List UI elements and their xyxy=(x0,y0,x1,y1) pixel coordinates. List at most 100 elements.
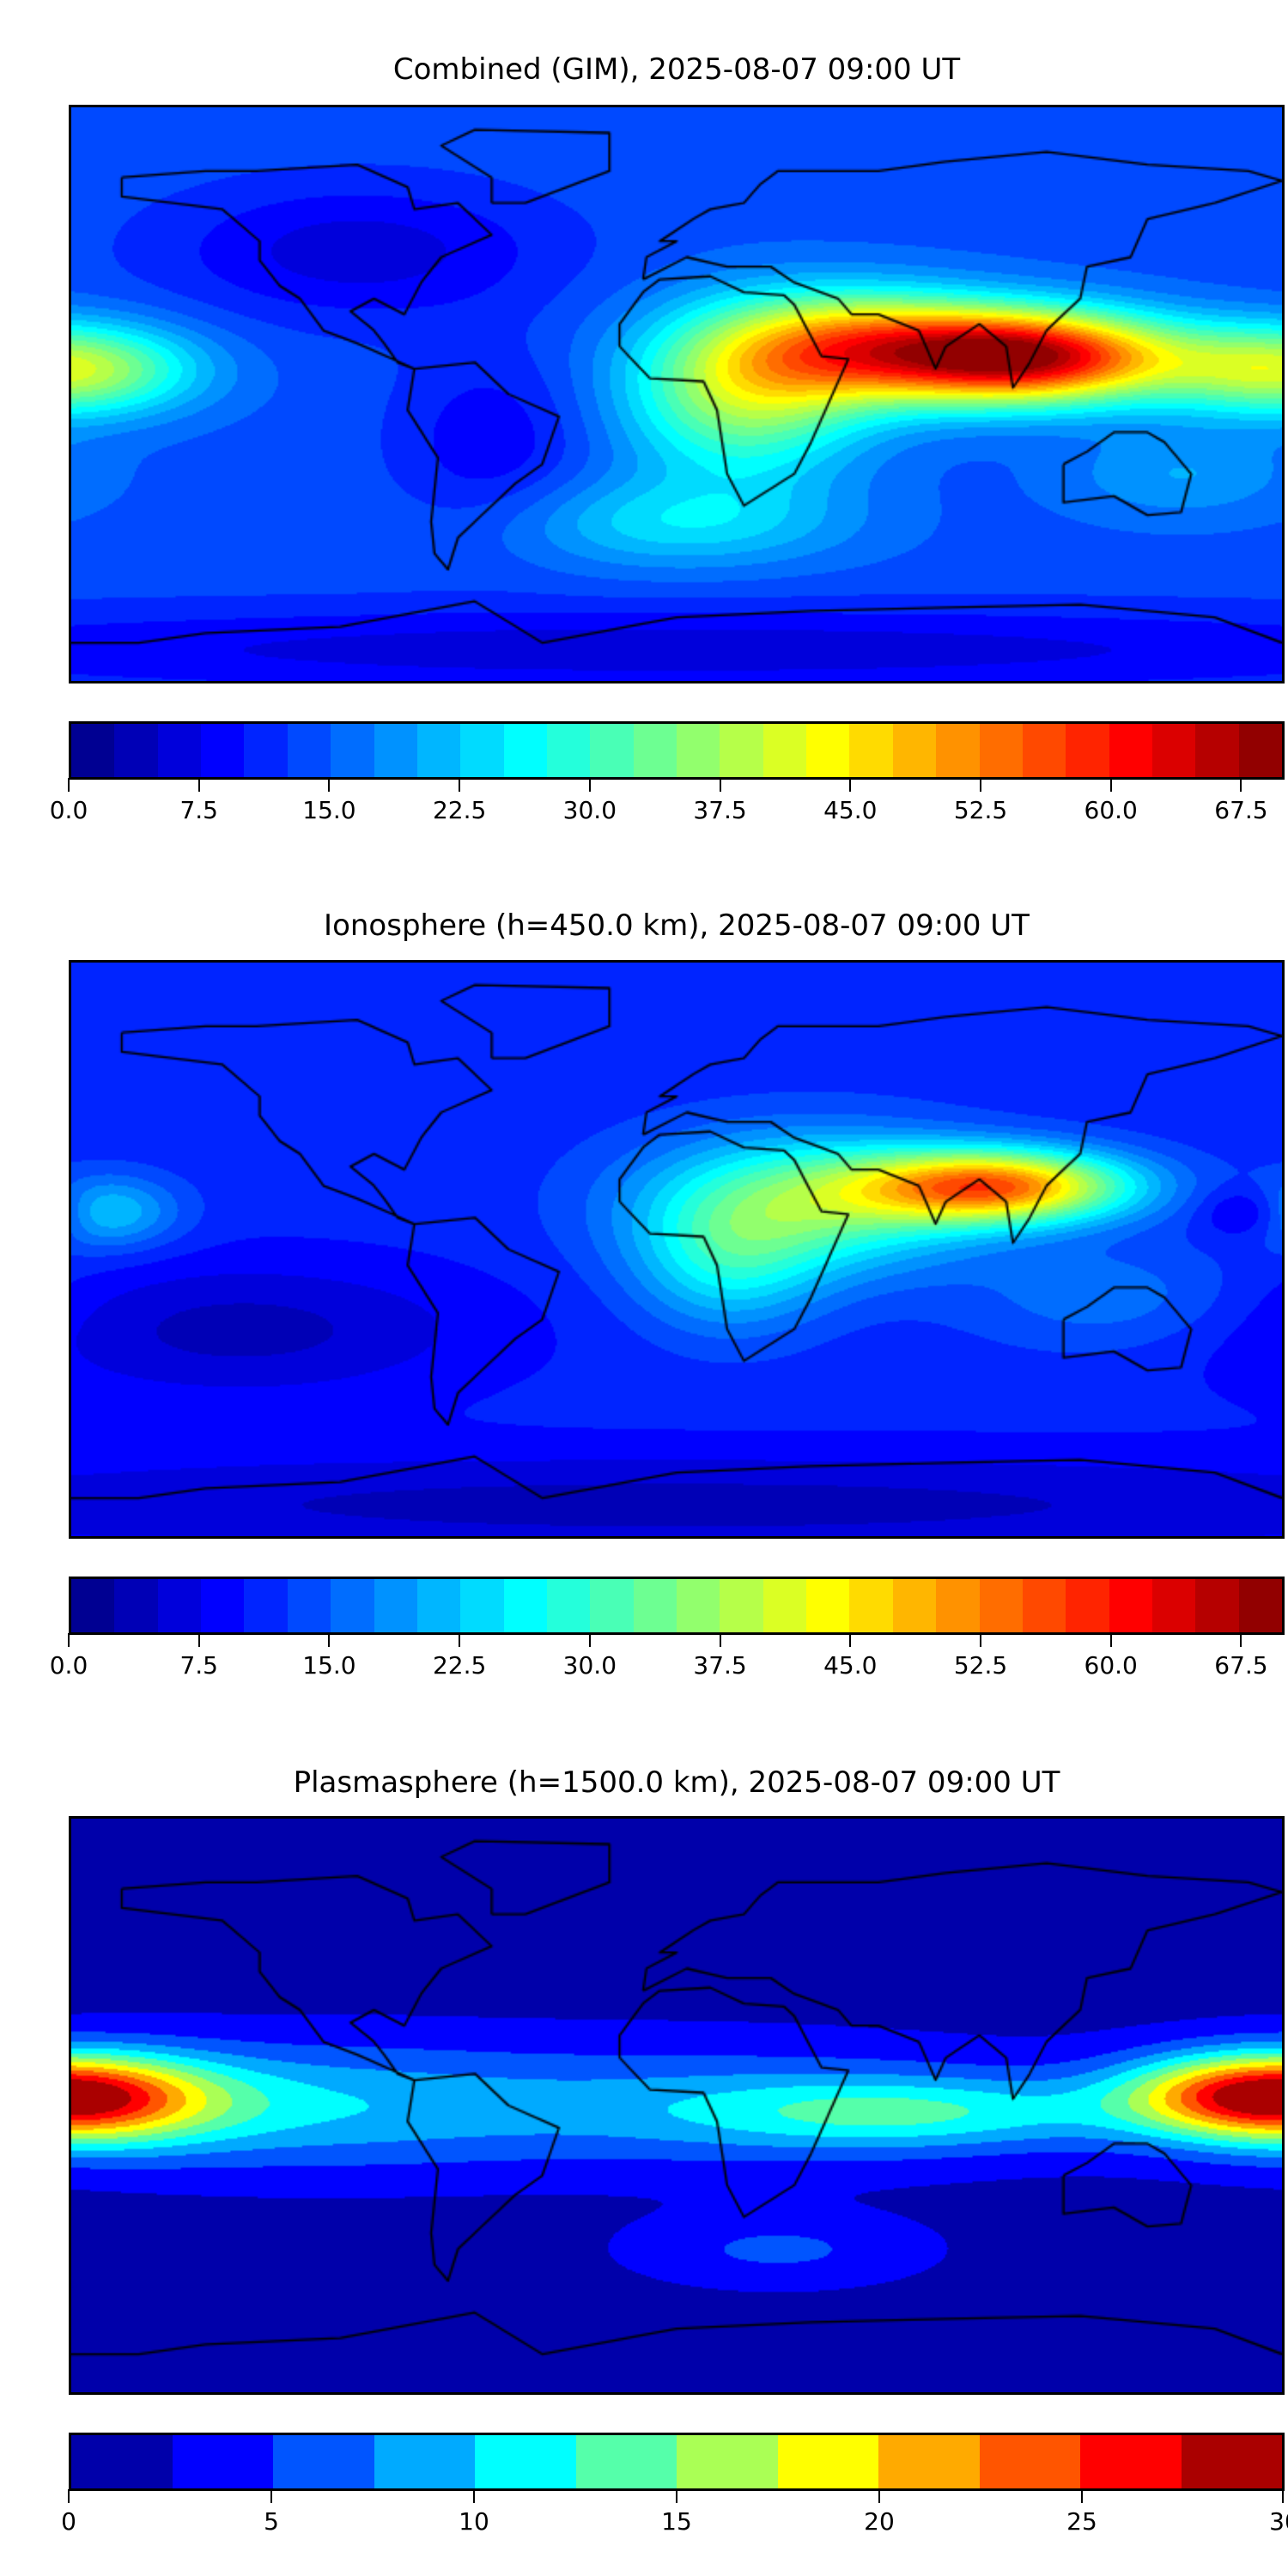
colorbar-segment xyxy=(1109,724,1152,777)
colorbar-segment xyxy=(331,1579,374,1632)
colorbar-segment xyxy=(1238,724,1283,777)
colorbar-segment xyxy=(892,724,937,777)
colorbar-tick xyxy=(68,778,70,792)
colorbar-tick xyxy=(1081,2489,1083,2503)
colorbar-tick-label: 10 xyxy=(459,2507,489,2536)
colorbar-tick xyxy=(473,2489,475,2503)
colorbar-segment xyxy=(979,1579,1023,1632)
colorbar-segment xyxy=(1066,1579,1109,1632)
colorbar-tick-label: 15.0 xyxy=(302,1651,356,1680)
colorbar-tick xyxy=(980,778,981,792)
colorbar-tick-label: 67.5 xyxy=(1214,1651,1268,1680)
colorbar-segment xyxy=(172,2435,273,2488)
colorbar-tick xyxy=(849,1633,852,1647)
colorbar-segment xyxy=(416,1579,461,1632)
colorbar-segment xyxy=(475,2435,576,2488)
colorbar-segment xyxy=(157,724,202,777)
colorbar-tick-label: 30.0 xyxy=(562,796,617,824)
colorbar-tick-label: 7.5 xyxy=(179,1651,218,1680)
colorbar-segment xyxy=(287,1579,331,1632)
colorbar-segment xyxy=(849,724,893,777)
colorbar-segment xyxy=(244,1579,288,1632)
heatmap-canvas-combined xyxy=(71,107,1282,681)
colorbar-segment xyxy=(374,1579,417,1632)
colorbar-segment xyxy=(157,1579,202,1632)
colorbar-segment xyxy=(777,2435,878,2488)
colorbar-tick-label: 67.5 xyxy=(1214,796,1268,824)
colorbar-tick xyxy=(878,2489,880,2503)
colorbar-segment xyxy=(633,724,677,777)
colorbar-segment xyxy=(1195,1579,1239,1632)
colorbar-segment xyxy=(1080,2435,1182,2488)
colorbar-tick-label: 60.0 xyxy=(1084,1651,1138,1680)
colorbar-segment xyxy=(114,724,158,777)
colorbar-segment xyxy=(1181,2435,1282,2488)
colorbar-segment xyxy=(878,2435,980,2488)
colorbar-segment xyxy=(806,1579,850,1632)
colorbar-segment xyxy=(1066,724,1109,777)
colorbar-tick xyxy=(719,1633,721,1647)
colorbar-tick xyxy=(1109,778,1112,792)
colorbar-tick-label: 30.0 xyxy=(562,1651,617,1680)
colorbar-tick xyxy=(676,2489,677,2503)
colorbar-segment xyxy=(1022,1579,1066,1632)
colorbar-segment xyxy=(1022,724,1066,777)
colorbar-segment xyxy=(936,1579,980,1632)
colorbar-tick-label: 7.5 xyxy=(179,796,218,824)
colorbar-segment xyxy=(331,724,374,777)
colorbar-combined xyxy=(69,721,1285,780)
colorbar-tick xyxy=(849,778,852,792)
colorbar-segment xyxy=(633,1579,677,1632)
plot-title-plasmasphere: Plasmasphere (h=1500.0 km), 2025-08-07 0… xyxy=(293,1765,1060,1800)
colorbar-tick-label: 15.0 xyxy=(302,796,356,824)
heatmap-canvas-plasmasphere xyxy=(71,1819,1282,2392)
colorbar-tick-label: 45.0 xyxy=(823,1651,878,1680)
colorbar-segment xyxy=(1151,1579,1196,1632)
colorbar-segment xyxy=(1151,724,1196,777)
colorbar-segment xyxy=(546,724,591,777)
colorbar-segment xyxy=(590,724,634,777)
colorbar-tick xyxy=(459,1633,461,1647)
colorbar-segment xyxy=(1195,724,1239,777)
colorbar-segment xyxy=(416,724,461,777)
colorbar-tick-label: 37.5 xyxy=(693,1651,747,1680)
colorbar-segment xyxy=(849,1579,893,1632)
colorbar-segment xyxy=(71,1579,115,1632)
colorbar-tick xyxy=(197,778,200,792)
colorbar-tick xyxy=(719,778,721,792)
colorbar-tick xyxy=(1109,1633,1112,1647)
colorbar-tick-label: 0.0 xyxy=(49,796,88,824)
colorbar-segment xyxy=(936,724,980,777)
colorbar-tick-label: 15 xyxy=(661,2507,692,2536)
colorbar-segment xyxy=(806,724,850,777)
colorbar-tick xyxy=(1240,778,1242,792)
map-combined xyxy=(69,105,1285,683)
colorbar-tick-label: 0.0 xyxy=(49,1651,88,1680)
map-ionosphere xyxy=(69,960,1285,1539)
colorbar-segment xyxy=(71,724,115,777)
colorbar-tick-label: 22.5 xyxy=(432,1651,487,1680)
colorbar-segment xyxy=(287,724,331,777)
colorbar-segment xyxy=(503,1579,547,1632)
colorbar-tick-label: 20 xyxy=(864,2507,895,2536)
colorbar-segment xyxy=(114,1579,158,1632)
colorbar-segment xyxy=(273,2435,374,2488)
colorbar-segment xyxy=(244,724,288,777)
colorbar-segment xyxy=(720,1579,763,1632)
colorbar-segment xyxy=(374,724,417,777)
map-plasmasphere xyxy=(69,1816,1285,2395)
plot-title-ionosphere: Ionosphere (h=450.0 km), 2025-08-07 09:0… xyxy=(324,908,1030,943)
colorbar-segment xyxy=(677,2435,778,2488)
colorbar-tick-label: 37.5 xyxy=(693,796,747,824)
colorbar-tick-label: 52.5 xyxy=(953,1651,1008,1680)
colorbar-tick xyxy=(1282,2489,1284,2503)
colorbar-tick xyxy=(328,1633,331,1647)
colorbar-tick xyxy=(1240,1633,1242,1647)
colorbar-tick-label: 0 xyxy=(61,2507,76,2536)
colorbar-plasmasphere xyxy=(69,2433,1285,2491)
plot-title-combined: Combined (GIM), 2025-08-07 09:00 UT xyxy=(392,52,961,87)
colorbar-tick xyxy=(328,778,331,792)
colorbar-segment xyxy=(546,1579,591,1632)
colorbar-segment xyxy=(460,1579,504,1632)
colorbar-tick xyxy=(588,1633,591,1647)
